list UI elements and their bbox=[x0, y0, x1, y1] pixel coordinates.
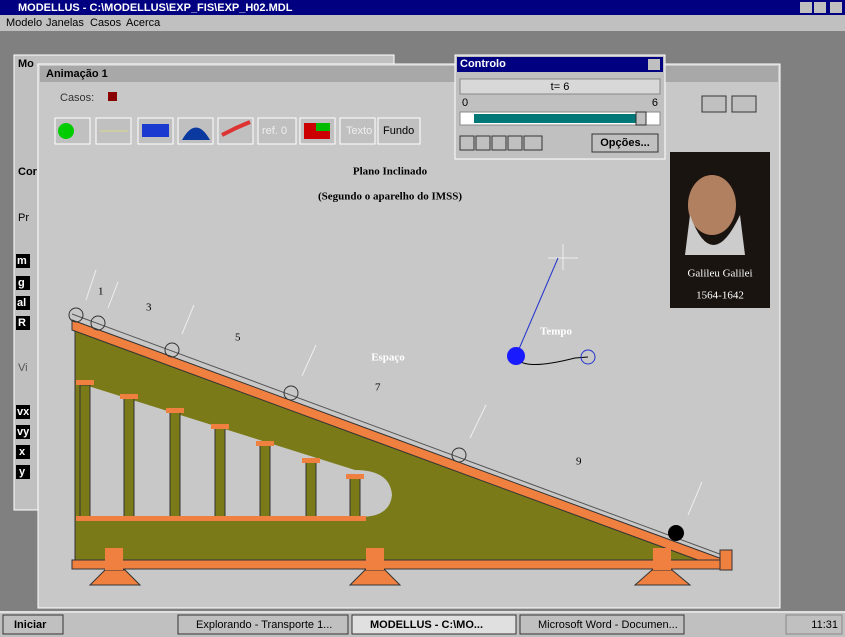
control-close[interactable] bbox=[648, 59, 660, 70]
slider-fill bbox=[474, 114, 636, 123]
task-label[interactable]: Microsoft Word - Documen... bbox=[538, 619, 678, 631]
animation-title: Animação 1 bbox=[46, 68, 108, 80]
portrait-face bbox=[688, 175, 736, 235]
options-label[interactable]: Opções... bbox=[600, 137, 650, 149]
clock: 11:31 bbox=[811, 619, 838, 631]
control-title: Controlo bbox=[460, 58, 506, 70]
time-value: t= 6 bbox=[551, 81, 570, 93]
portrait-years: 1564-1642 bbox=[696, 290, 744, 302]
case-color[interactable] bbox=[108, 92, 117, 101]
slider-min: 0 bbox=[462, 97, 468, 109]
distance-mark: 3 bbox=[146, 302, 152, 314]
menu-item[interactable]: Janelas bbox=[46, 17, 84, 29]
slider-max: 6 bbox=[652, 97, 658, 109]
task-label[interactable]: Explorando - Transporte 1... bbox=[196, 619, 332, 631]
task-label[interactable]: MODELLUS - C:\MO... bbox=[370, 619, 483, 631]
menu-item[interactable]: Acerca bbox=[126, 17, 161, 29]
playback-buttons[interactable] bbox=[460, 136, 542, 150]
space-label: Espaço bbox=[371, 352, 405, 364]
cases-label: Casos: bbox=[60, 92, 94, 104]
var-name: m bbox=[17, 255, 27, 267]
var-name: vy bbox=[17, 426, 30, 438]
distance-mark: 7 bbox=[375, 382, 381, 394]
distance-mark: 9 bbox=[576, 456, 582, 468]
var-name: y bbox=[19, 466, 26, 478]
var-name: R bbox=[18, 317, 26, 329]
subheading: (Segundo o aparelho do IMSS) bbox=[318, 191, 462, 203]
toolbar-button[interactable]: Texto bbox=[346, 125, 372, 137]
close[interactable] bbox=[830, 2, 842, 13]
back-title: Mo bbox=[18, 58, 34, 70]
toolbar: ref. 0 Texto Fundo bbox=[55, 118, 420, 144]
var-name: vx bbox=[17, 406, 30, 418]
app-title: MODELLUS - C:\MODELLUS\EXP_FIS\EXP_H02.M… bbox=[18, 2, 293, 14]
distance-mark: 5 bbox=[235, 332, 241, 344]
desktop: MODELLUS - C:\MODELLUS\EXP_FIS\EXP_H02.M… bbox=[0, 0, 845, 637]
slider-thumb[interactable] bbox=[636, 112, 646, 125]
animation-title-bar bbox=[40, 66, 778, 82]
back-label: Cor bbox=[18, 166, 38, 178]
back-label: Vi bbox=[18, 362, 28, 374]
window-button[interactable] bbox=[702, 96, 726, 112]
menu-item[interactable]: Casos bbox=[90, 17, 122, 29]
distance-mark: 1 bbox=[98, 286, 104, 298]
var-name: x bbox=[19, 446, 26, 458]
screen: MODELLUS - C:\MODELLUS\EXP_FIS\EXP_H02.M… bbox=[0, 0, 845, 637]
var-name: al bbox=[17, 297, 26, 309]
back-label: Pr bbox=[18, 212, 29, 224]
maximize[interactable] bbox=[814, 2, 826, 13]
minimize[interactable] bbox=[800, 2, 812, 13]
heading: Plano Inclinado bbox=[353, 166, 428, 178]
time-label: Tempo bbox=[540, 326, 572, 338]
start-label[interactable]: Iniciar bbox=[14, 619, 47, 631]
toolbar-button[interactable]: ref. 0 bbox=[262, 125, 287, 137]
toolbar-button[interactable]: Fundo bbox=[383, 125, 414, 137]
portrait-name: Galileu Galilei bbox=[687, 268, 752, 280]
menu-item[interactable]: Modelo bbox=[6, 17, 42, 29]
window-button[interactable] bbox=[732, 96, 756, 112]
var-name: g bbox=[18, 277, 25, 289]
